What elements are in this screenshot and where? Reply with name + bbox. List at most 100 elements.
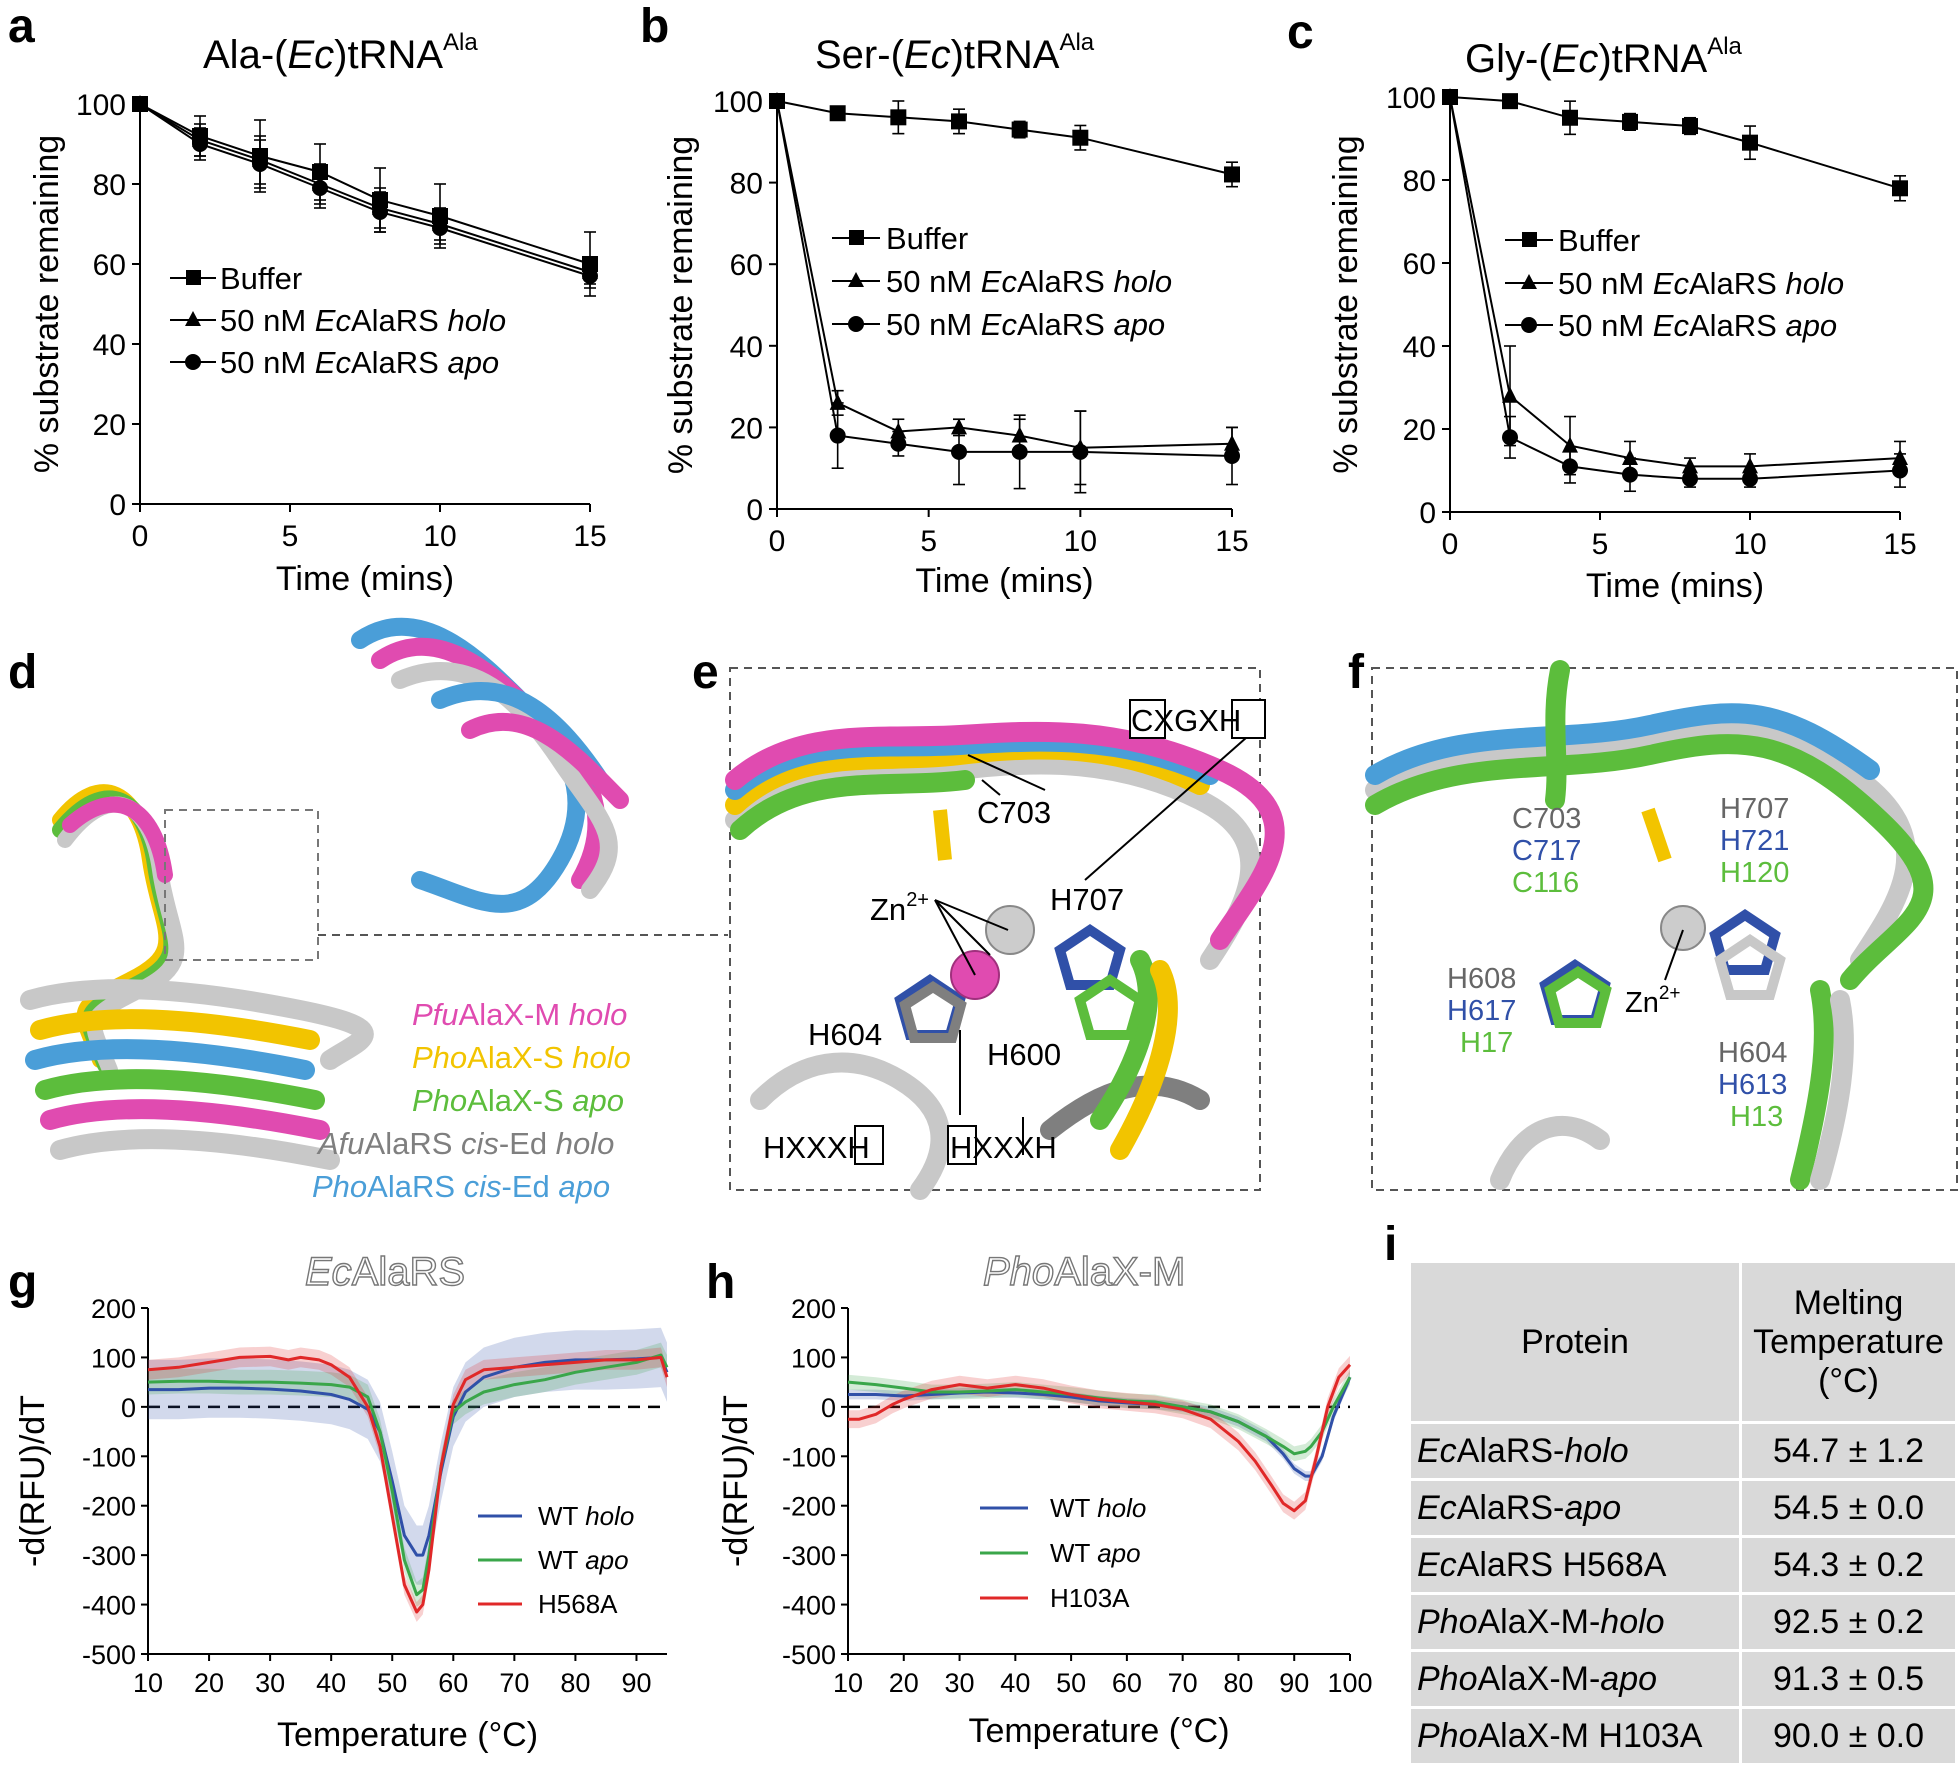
x-tick-label: 40	[316, 1668, 346, 1698]
f-h707-label: H707	[1720, 793, 1789, 825]
y-tick-label: -300	[782, 1541, 836, 1571]
data-point	[1442, 89, 1458, 105]
x-tick-label: 60	[438, 1668, 468, 1698]
data-point	[1682, 470, 1698, 487]
data-point	[312, 180, 328, 196]
svg-text:50 nM EcAlaRS apo: 50 nM EcAlaRS apo	[220, 345, 499, 380]
y-tick-label: -200	[782, 1492, 836, 1522]
f-h721-label: H721	[1720, 825, 1789, 857]
y-axis-label: -d(RFU)/dT	[14, 1395, 52, 1567]
y-tick-label: -400	[82, 1591, 136, 1621]
svg-text:50 nM EcAlaRS holo: 50 nM EcAlaRS holo	[886, 264, 1172, 299]
zn-label-e: Zn2+	[870, 889, 929, 927]
y-tick-label: 0	[746, 494, 763, 527]
x-axis-label: Time (mins)	[915, 562, 1093, 600]
x-tick-label: 90	[621, 1668, 651, 1698]
structure-d-image	[20, 618, 728, 1170]
f-h617-label: H617	[1447, 995, 1516, 1027]
y-tick-label: 80	[1403, 165, 1436, 198]
data-point	[890, 435, 907, 452]
y-tick-label: -100	[82, 1442, 136, 1472]
y-tick-label: 40	[93, 329, 126, 362]
structure-e-image: CXGXH C703 H707 Zn2+ H604 H600 HXXXH HXX…	[725, 667, 1285, 1200]
svg-text:Buffer: Buffer	[886, 221, 968, 256]
h707-label: H707	[1050, 882, 1124, 917]
data-point	[1011, 121, 1028, 138]
data-point	[1682, 457, 1698, 474]
legend-d: PfuAlaX-M holo PhoAlaX-S holo PhoAlaX-S …	[312, 997, 631, 1204]
series-line	[147, 1354, 669, 1614]
f-c116-label: C116	[1512, 867, 1579, 899]
confidence-band	[148, 1342, 667, 1607]
y-tick-label: 100	[91, 1343, 136, 1373]
f-h120-label: H120	[1720, 857, 1789, 889]
title-g: EcAlaRS	[305, 1250, 465, 1294]
table-header-row: Protein Melting Temperature (°C)	[1411, 1263, 1955, 1421]
table-row: EcAlaRS H568A 54.3 ± 0.2	[1411, 1538, 1955, 1592]
y-axis-label: -d(RFU)/dT	[717, 1395, 755, 1567]
svg-text:Buffer: Buffer	[1558, 223, 1640, 258]
legend-h: WT holo WT apo H103A	[980, 1493, 1146, 1613]
svg-text:50 nM EcAlaRS apo: 50 nM EcAlaRS apo	[1558, 308, 1837, 343]
data-point	[1562, 436, 1578, 453]
title-a: Ala-(Ec)tRNAAla	[203, 29, 478, 77]
x-tick-label: 5	[1592, 528, 1609, 561]
x-tick-label: 30	[945, 1668, 975, 1698]
data-point	[1622, 113, 1638, 130]
x-tick-label: 20	[889, 1668, 919, 1698]
x-tick-label: 10	[133, 1668, 163, 1698]
title-b: Ser-(Ec)tRNAAla	[815, 29, 1095, 77]
x-tick-label: 70	[1168, 1668, 1198, 1698]
data-point	[432, 220, 448, 236]
x-tick-label: 100	[1327, 1668, 1372, 1698]
svg-text:WT apo: WT apo	[538, 1545, 629, 1575]
data-point	[890, 422, 907, 439]
svg-text:50 nM EcAlaRS apo: 50 nM EcAlaRS apo	[886, 307, 1165, 342]
hxxxh-label-1: HXXXH	[763, 1130, 870, 1165]
legend-a: Buffer 50 nM EcAlaRS holo 50 nM EcAlaRS …	[170, 261, 506, 380]
series-line	[148, 1355, 669, 1557]
x-tick-label: 90	[1279, 1668, 1309, 1698]
y-tick-label: 20	[1403, 414, 1436, 447]
x-tick-label: 10	[423, 520, 456, 553]
series-line	[848, 1363, 1352, 1513]
y-tick-label: 100	[791, 1343, 836, 1373]
x-tick-label: 50	[377, 1668, 407, 1698]
data-point	[192, 136, 208, 152]
data-point	[1072, 443, 1089, 460]
f-h13-label: H13	[1730, 1101, 1783, 1133]
y-tick-label: 0	[121, 1393, 136, 1423]
x-tick-label: 20	[194, 1668, 224, 1698]
legend-d-item-1: PhoAlaX-S holo	[412, 1040, 631, 1075]
data-point	[951, 113, 967, 130]
data-point	[1742, 470, 1758, 487]
legend-d-item-4: PhoAlaRS cis-Ed apo	[312, 1169, 610, 1204]
panel-letter-c: c	[1287, 6, 1314, 59]
y-tick-label: -500	[82, 1640, 136, 1670]
x-tick-label: 15	[1215, 525, 1248, 558]
data-point	[1562, 109, 1578, 126]
x-tick-label: 0	[1442, 528, 1459, 561]
panel-letter-d: d	[8, 646, 37, 699]
data-point	[252, 156, 268, 172]
f-h604-label: H604	[1718, 1037, 1787, 1069]
melting-table: Protein Melting Temperature (°C) EcAlaRS…	[1408, 1260, 1958, 1766]
data-point	[372, 204, 388, 220]
f-c717-label: C717	[1512, 835, 1581, 867]
panel-letter-h: h	[706, 1256, 735, 1309]
y-tick-label: 100	[713, 86, 763, 119]
data-point	[1224, 447, 1240, 464]
svg-text:WT apo: WT apo	[1050, 1538, 1141, 1568]
y-tick-label: 60	[1403, 248, 1436, 281]
chart-b: 0 20 40 60 80 100 0 5 10 15 Time (mins) % substrate…	[662, 86, 1249, 600]
y-tick-label: -200	[82, 1492, 136, 1522]
table-row: PhoAlaX-M-apo 91.3 ± 0.5	[1411, 1652, 1955, 1706]
data-point	[829, 393, 846, 410]
y-axis-label: % substrate remaining	[1327, 135, 1365, 473]
panel-letter-a: a	[8, 0, 35, 53]
x-tick-label: 10	[1733, 528, 1766, 561]
title-h: PhoAlaX-M	[983, 1250, 1185, 1294]
svg-text:H103A: H103A	[1050, 1583, 1130, 1613]
data-point	[1502, 429, 1518, 446]
data-point	[1622, 449, 1638, 466]
